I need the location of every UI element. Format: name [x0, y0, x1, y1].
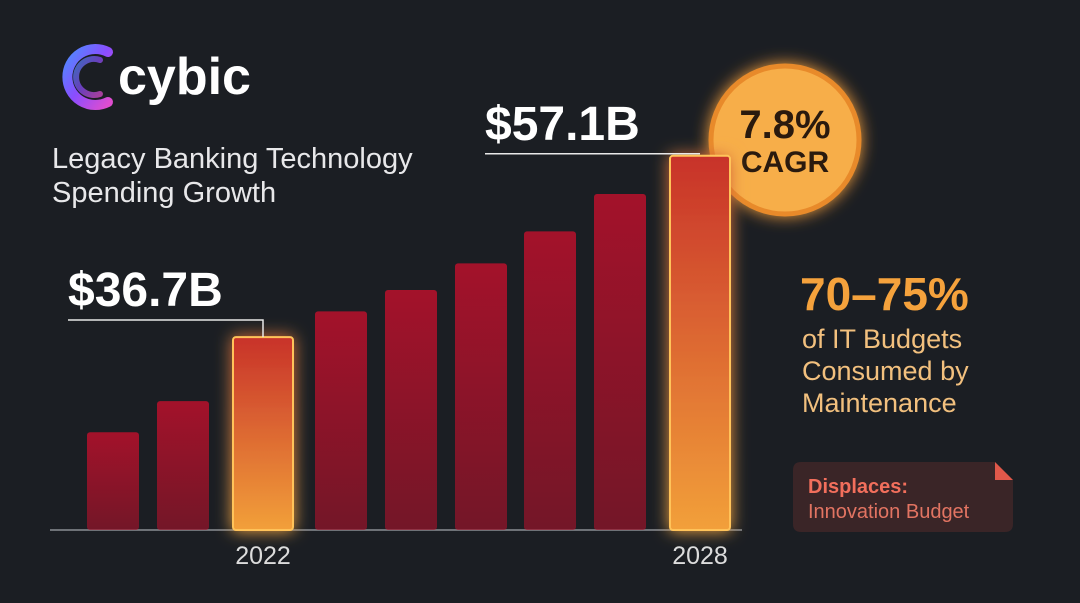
- leader-line: [68, 319, 264, 338]
- callout-line: Maintenance: [802, 388, 957, 418]
- x-tick-label: 2028: [672, 542, 728, 570]
- cagr-badge: [708, 63, 862, 217]
- brand: cybic: [118, 48, 251, 106]
- callout-headline: 70–75%: [800, 268, 969, 320]
- bar: [232, 336, 294, 531]
- bar: [669, 154, 731, 531]
- chart-title: Legacy Banking Technology Spending Growt…: [52, 143, 413, 209]
- note-title: Displaces:: [808, 476, 908, 498]
- callout-line: Consumed by: [802, 356, 969, 386]
- value-label: $57.1B: [485, 98, 640, 151]
- bar: [385, 290, 437, 530]
- bar: [594, 194, 646, 530]
- note-text: Innovation Budget: [808, 501, 970, 523]
- x-tick-label: 2022: [235, 542, 291, 570]
- cagr-label: CAGR: [741, 146, 830, 179]
- bar: [315, 311, 367, 530]
- logo-mark: [62, 44, 113, 110]
- cagr-value: 7.8%: [739, 103, 830, 147]
- bar: [455, 263, 507, 530]
- callout-line: of IT Budgets: [802, 324, 962, 354]
- bar: [87, 432, 139, 530]
- note-box: [793, 462, 1013, 532]
- value-label: $36.7B: [68, 264, 223, 317]
- bar: [157, 401, 209, 530]
- bar: [524, 231, 576, 531]
